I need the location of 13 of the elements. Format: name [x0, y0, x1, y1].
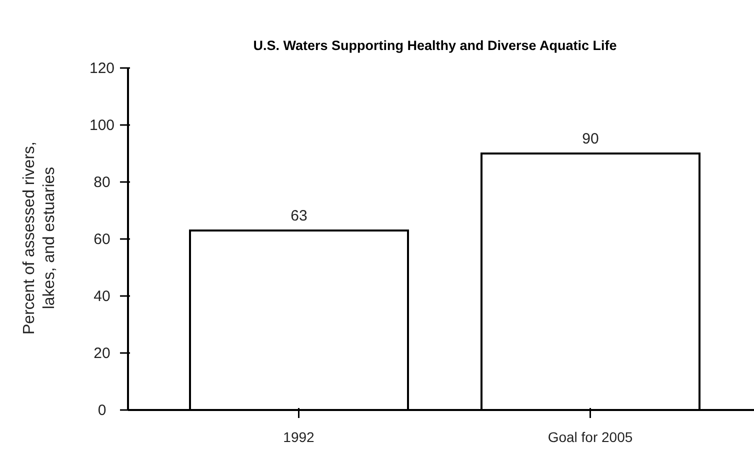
- data-label: 63: [290, 207, 308, 224]
- chart-title: U.S. Waters Supporting Healthy and Diverse Aquatic Life: [252, 38, 618, 53]
- y-tick-label: 60: [94, 231, 110, 248]
- x-tick-label: Goal for 2005: [548, 429, 633, 445]
- y-tick-label: 120: [89, 60, 115, 77]
- data-label: 90: [582, 130, 599, 148]
- y-axis-title: Percent of assessed rivers, lakes, and estuaries: [20, 140, 59, 336]
- y-tick-label: 40: [94, 288, 110, 305]
- y-tick-label: 20: [94, 345, 110, 362]
- y-tick-label: 80: [94, 174, 110, 191]
- x-tick-label: 1992: [283, 429, 315, 445]
- y-tick-label: 0: [98, 402, 106, 419]
- y-tick-label: 100: [89, 117, 115, 134]
